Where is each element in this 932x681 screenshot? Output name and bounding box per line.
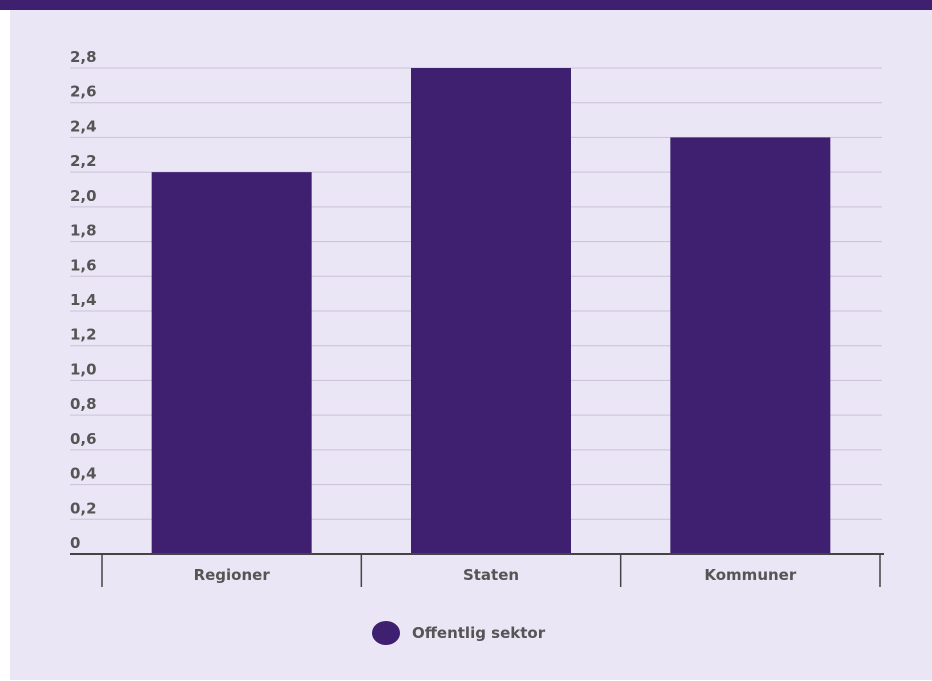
y-tick-label: 2,8	[70, 48, 97, 66]
bars	[151, 68, 831, 554]
y-tick-label: 2,0	[70, 187, 97, 205]
y-tick-label: 1,0	[70, 360, 97, 378]
y-tick-label: 0,8	[70, 395, 97, 413]
x-axis	[70, 553, 884, 587]
y-tick-label: 2,6	[70, 83, 97, 101]
x-tick-label: Kommuner	[704, 566, 796, 584]
y-tick-label: 1,8	[70, 222, 97, 240]
legend-swatch	[372, 621, 400, 645]
title-bar	[0, 0, 932, 10]
y-axis-ticks: 0 0,2 0,4 0,6 0,8 1,0 1,2 1,4 1,6 1,8 2,0 2,2 2,4 2,6…	[70, 48, 97, 552]
y-tick-label: 0,6	[70, 430, 97, 448]
bar-staten	[411, 68, 571, 554]
x-tick-label: Regioner	[194, 566, 271, 584]
y-tick-label: 0,4	[70, 465, 97, 483]
bar-regioner	[151, 172, 312, 554]
y-tick-label: 0,2	[70, 499, 97, 517]
legend-label: Offentlig sektor	[412, 624, 546, 642]
y-tick-label: 1,2	[70, 326, 97, 344]
y-tick-label: 2,4	[70, 117, 97, 135]
legend: Offentlig sektor	[372, 620, 545, 646]
bar-kommuner	[670, 137, 831, 554]
x-axis-labels: Regioner Staten Kommuner	[194, 566, 797, 584]
y-tick-label: 1,6	[70, 256, 97, 274]
y-tick-label: 2,2	[70, 152, 97, 170]
x-tick-label: Staten	[463, 566, 519, 584]
y-tick-label: 0	[70, 534, 80, 552]
y-tick-label: 1,4	[70, 291, 97, 309]
